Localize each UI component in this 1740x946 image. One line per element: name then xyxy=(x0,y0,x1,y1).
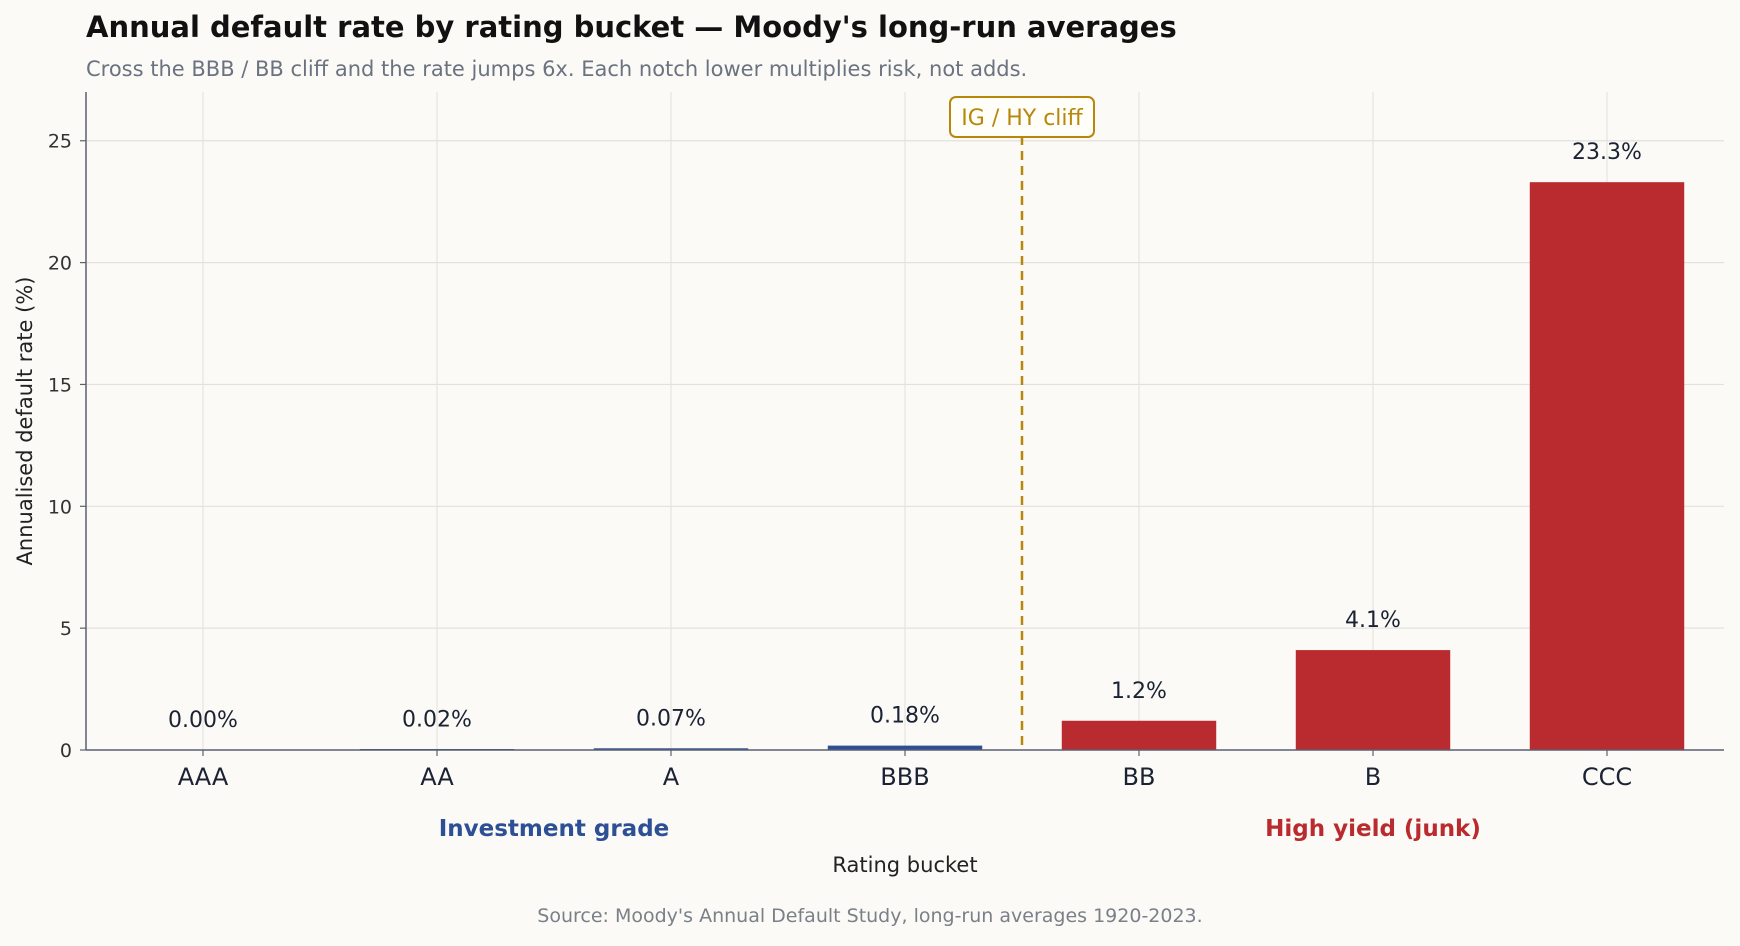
group-label-high-yield: High yield (junk) xyxy=(1265,816,1481,842)
x-tick-label: CCC xyxy=(1582,763,1632,791)
cliff-annotation: IG / HY cliff xyxy=(949,96,1095,750)
data-label: 0.07% xyxy=(636,706,706,731)
bars xyxy=(359,182,1685,751)
data-label: 0.02% xyxy=(402,708,472,733)
data-label: 4.1% xyxy=(1345,608,1401,633)
cliff-label-box xyxy=(949,96,1095,138)
y-tick-label: 20 xyxy=(48,253,72,275)
x-tick-label: BB xyxy=(1123,763,1156,791)
labels: 0510152025AAA0.00%AA0.02%A0.07%BBB0.18%B… xyxy=(13,131,1642,877)
y-tick-label: 10 xyxy=(48,496,72,518)
data-label: 0.00% xyxy=(168,708,238,733)
x-axis-title: Rating bucket xyxy=(832,853,977,877)
x-tick-label: B xyxy=(1365,763,1381,791)
chart-title: Annual default rate by rating bucket — M… xyxy=(86,10,1177,44)
bar-bbb xyxy=(827,745,983,750)
data-label: 23.3% xyxy=(1572,140,1642,165)
group-label-investment-grade: Investment grade xyxy=(439,816,670,842)
bar-b xyxy=(1295,650,1451,750)
data-label: 0.18% xyxy=(870,704,940,729)
bar-ccc xyxy=(1529,182,1685,751)
y-tick-label: 0 xyxy=(60,740,72,762)
x-tick-label: AAA xyxy=(178,763,229,791)
bar-bb xyxy=(1061,720,1217,750)
y-axis-title: Annualised default rate (%) xyxy=(13,277,37,566)
x-tick-label: AA xyxy=(420,763,454,791)
axes xyxy=(80,92,1724,756)
y-tick-label: 5 xyxy=(60,618,72,640)
x-tick-label: A xyxy=(663,763,680,791)
x-tick-label: BBB xyxy=(880,763,929,791)
grid xyxy=(86,92,1724,750)
data-label: 1.2% xyxy=(1111,679,1167,704)
bar-chart: 0510152025AAA0.00%AA0.02%A0.07%BBB0.18%B… xyxy=(13,92,1724,877)
y-tick-label: 25 xyxy=(48,131,72,153)
y-tick-label: 15 xyxy=(48,374,72,396)
cliff-label: IG / HY cliff xyxy=(961,106,1083,131)
source-note: Source: Moody's Annual Default Study, lo… xyxy=(537,905,1203,927)
chart-subtitle: Cross the BBB / BB cliff and the rate ju… xyxy=(86,57,1028,81)
bar-a xyxy=(593,748,749,750)
